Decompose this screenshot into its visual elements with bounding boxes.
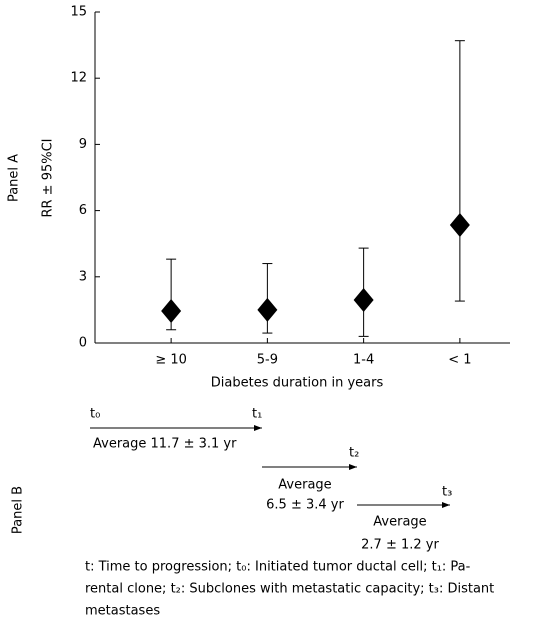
average-label: Average: [278, 478, 331, 493]
point: [353, 287, 374, 312]
t-label: t₂: [349, 446, 359, 461]
y-tick-label: 15: [70, 5, 87, 20]
y-tick-label: 9: [79, 137, 87, 152]
y-axis-label: RR ± 95%CI: [41, 138, 56, 217]
x-tick-label: ≥ 10: [155, 353, 187, 368]
y-tick-label: 12: [70, 71, 87, 86]
t-label: t₀: [90, 407, 100, 422]
point: [449, 212, 470, 237]
average-label: Average: [373, 515, 426, 530]
average-label: 6.5 ± 3.4 yr: [266, 498, 344, 513]
caption-line: t: Time to progression; t₀: Initiated tu…: [85, 560, 471, 575]
caption-line: metastases: [85, 604, 160, 619]
y-tick-label: 6: [79, 203, 87, 218]
y-tick-label: 3: [79, 269, 87, 284]
x-tick-label: 5-9: [257, 353, 278, 368]
y-tick-label: 0: [79, 336, 87, 351]
average-label: Average 11.7 ± 3.1 yr: [93, 437, 237, 452]
t-label: t₁: [252, 407, 262, 422]
x-tick-label: 1-4: [353, 353, 374, 368]
x-axis-label: Diabetes duration in years: [211, 376, 384, 391]
panel-b-label: Panel B: [11, 486, 26, 534]
x-tick-label: < 1: [448, 353, 471, 368]
average-label: 2.7 ± 1.2 yr: [361, 538, 439, 553]
point: [257, 297, 278, 322]
point: [161, 299, 182, 324]
caption-line: rental clone; t₂: Subclones with metasta…: [85, 582, 494, 597]
panel-a-label: Panel A: [7, 154, 22, 202]
t-label: t₃: [442, 485, 452, 500]
